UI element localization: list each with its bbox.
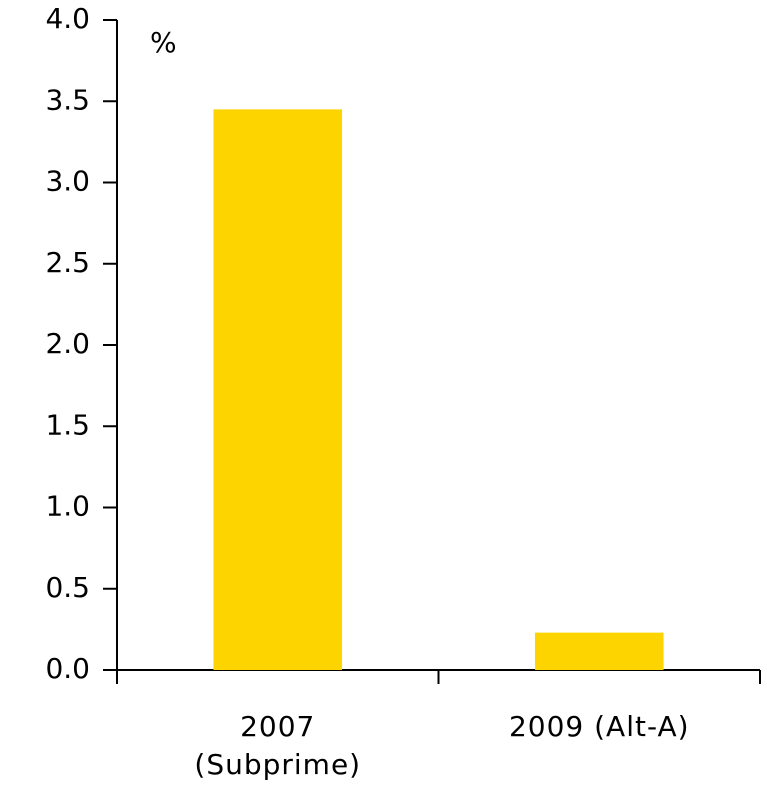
x-tick-label: 2007 (Subprime) [194, 710, 362, 781]
y-tick-label: 1.5 [45, 408, 90, 441]
y-axis-unit: % [150, 26, 177, 59]
y-tick-label: 3.5 [45, 83, 90, 116]
y-tick-label: 0.5 [45, 571, 90, 604]
y-tick-label: 2.0 [45, 327, 90, 360]
bar [534, 632, 664, 670]
y-tick-label: 2.5 [45, 246, 90, 279]
y-tick-label: 1.0 [45, 490, 90, 523]
bar [213, 109, 343, 670]
y-tick-label: 4.0 [45, 2, 90, 35]
x-tick-label: 2009 (Alt-A) [508, 710, 690, 743]
y-tick-label: 0.0 [45, 652, 90, 685]
y-tick-label: 3.0 [45, 165, 90, 198]
